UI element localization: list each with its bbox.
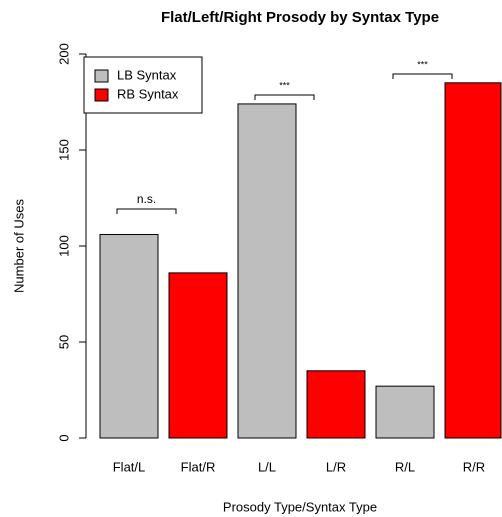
bar xyxy=(306,370,366,439)
x-tick-label: Flat/L xyxy=(113,459,146,474)
bar xyxy=(375,385,435,439)
y-tick-label: 0 xyxy=(56,434,71,441)
legend-swatch xyxy=(94,88,109,102)
x-tick-label: R/L xyxy=(395,459,415,474)
legend-swatch xyxy=(94,69,109,83)
legend-label: LB Syntax xyxy=(117,67,177,82)
bar xyxy=(237,103,297,439)
y-tick-label: 50 xyxy=(56,335,71,349)
chart-title: Flat/Left/Right Prosody by Syntax Type xyxy=(161,9,439,26)
x-tick-label: L/R xyxy=(326,459,346,474)
y-tick-label: 200 xyxy=(56,43,71,65)
y-tick-label: 150 xyxy=(56,139,71,161)
legend-label: RB Syntax xyxy=(117,86,179,101)
annotation: *** xyxy=(417,59,428,69)
bar xyxy=(444,82,502,439)
legend-box xyxy=(83,56,203,114)
bracket xyxy=(254,94,315,100)
bar xyxy=(168,272,228,439)
annotation: *** xyxy=(279,80,290,90)
y-axis-label: Number of Uses xyxy=(11,199,26,293)
x-tick-label: R/R xyxy=(463,459,485,474)
x-axis-label: Prosody Type/Syntax Type xyxy=(223,499,377,514)
x-tick-label: Flat/R xyxy=(181,459,216,474)
y-tick-label: 100 xyxy=(56,235,71,257)
annotation: n.s. xyxy=(137,192,156,206)
bracket xyxy=(392,73,453,79)
bar xyxy=(99,233,159,439)
bracket xyxy=(116,208,177,214)
x-tick-label: L/L xyxy=(258,459,276,474)
